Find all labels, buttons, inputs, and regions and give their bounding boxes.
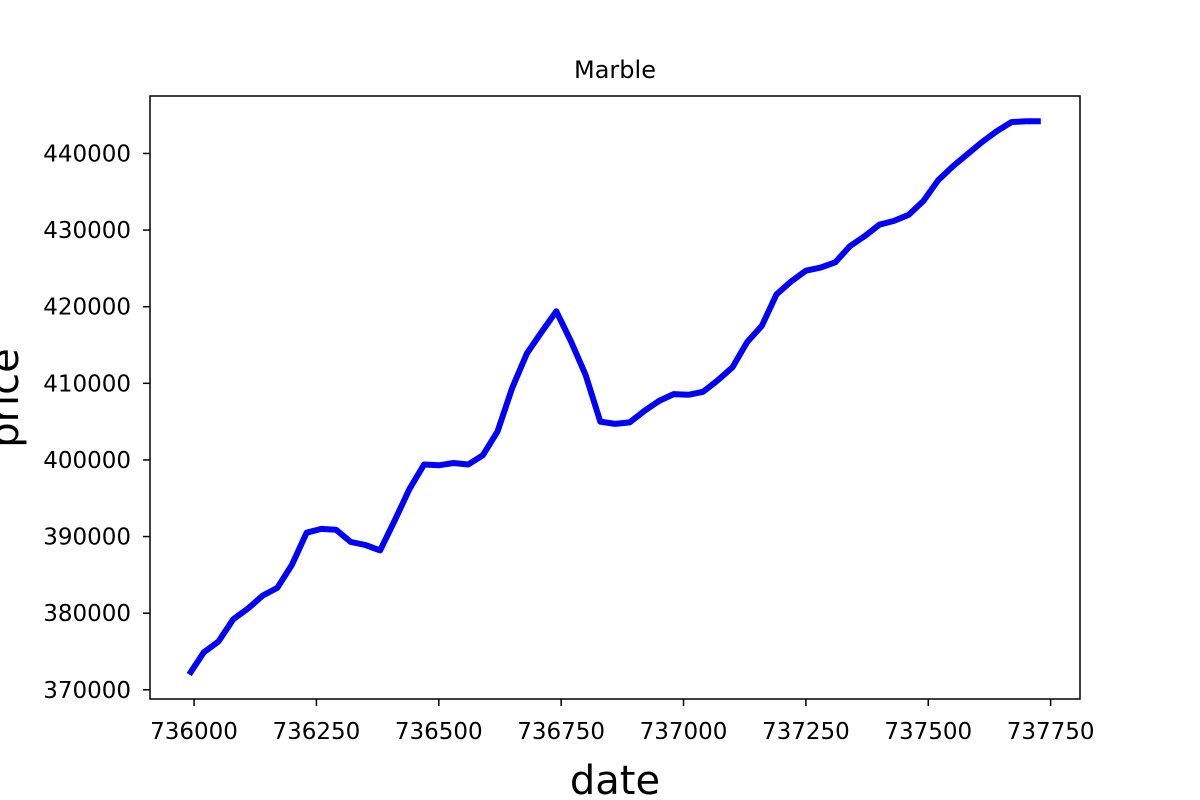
series-line-0: [186, 118, 1041, 677]
plot-frame: [149, 95, 1081, 700]
y-axis-ticks: 370000 380000 390000 400000 410000 420000 4300…: [43, 141, 150, 704]
chart-title: Marble: [574, 56, 656, 84]
y-tick-label: 420000: [43, 295, 131, 321]
x-axis-ticks: 736000 736250 736500 736750 737000 737250 7375…: [150, 699, 1095, 745]
y-tick-label: 380000: [43, 601, 131, 627]
x-tick-label: 737750: [1007, 719, 1095, 745]
x-tick-label: 736750: [517, 719, 605, 745]
x-tick-label: 737250: [762, 719, 850, 745]
y-tick-label: 390000: [43, 525, 131, 551]
y-tick-label: 410000: [43, 371, 131, 397]
x-axis-label: date: [570, 758, 660, 800]
x-tick-label: 737000: [640, 719, 728, 745]
y-tick-label: 370000: [43, 678, 131, 704]
x-tick-label: 736500: [395, 719, 483, 745]
y-tick-label: 440000: [43, 141, 131, 167]
plot-area: [186, 118, 1041, 677]
x-tick-label: 737500: [884, 719, 972, 745]
y-tick-label: 430000: [43, 218, 131, 244]
y-axis-label: price: [0, 348, 28, 448]
x-tick-label: 736250: [273, 719, 361, 745]
y-tick-label: 400000: [43, 448, 131, 474]
x-tick-label: 736000: [150, 719, 238, 745]
